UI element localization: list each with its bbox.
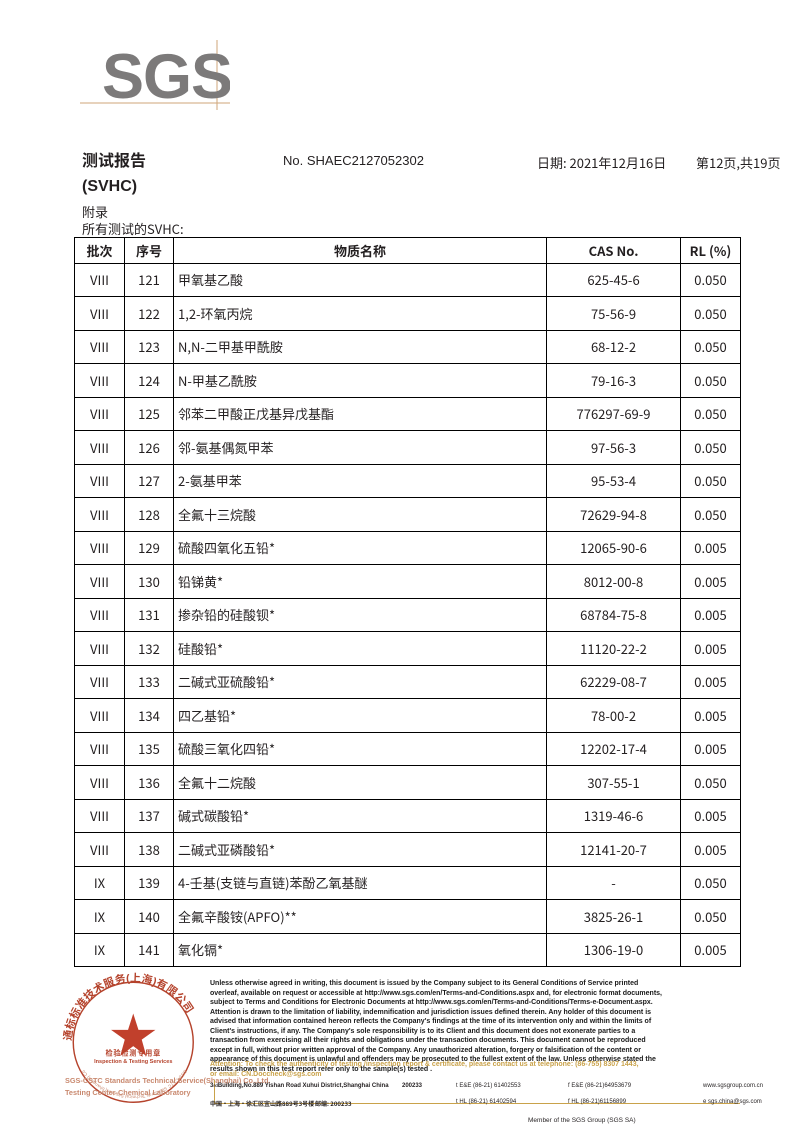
svg-text:Inspection & Testing Services: Inspection & Testing Services xyxy=(94,1059,172,1065)
svg-text:SGS: SGS xyxy=(102,42,230,110)
svg-text:检验检测专用章: 检验检测专用章 xyxy=(105,1048,161,1057)
